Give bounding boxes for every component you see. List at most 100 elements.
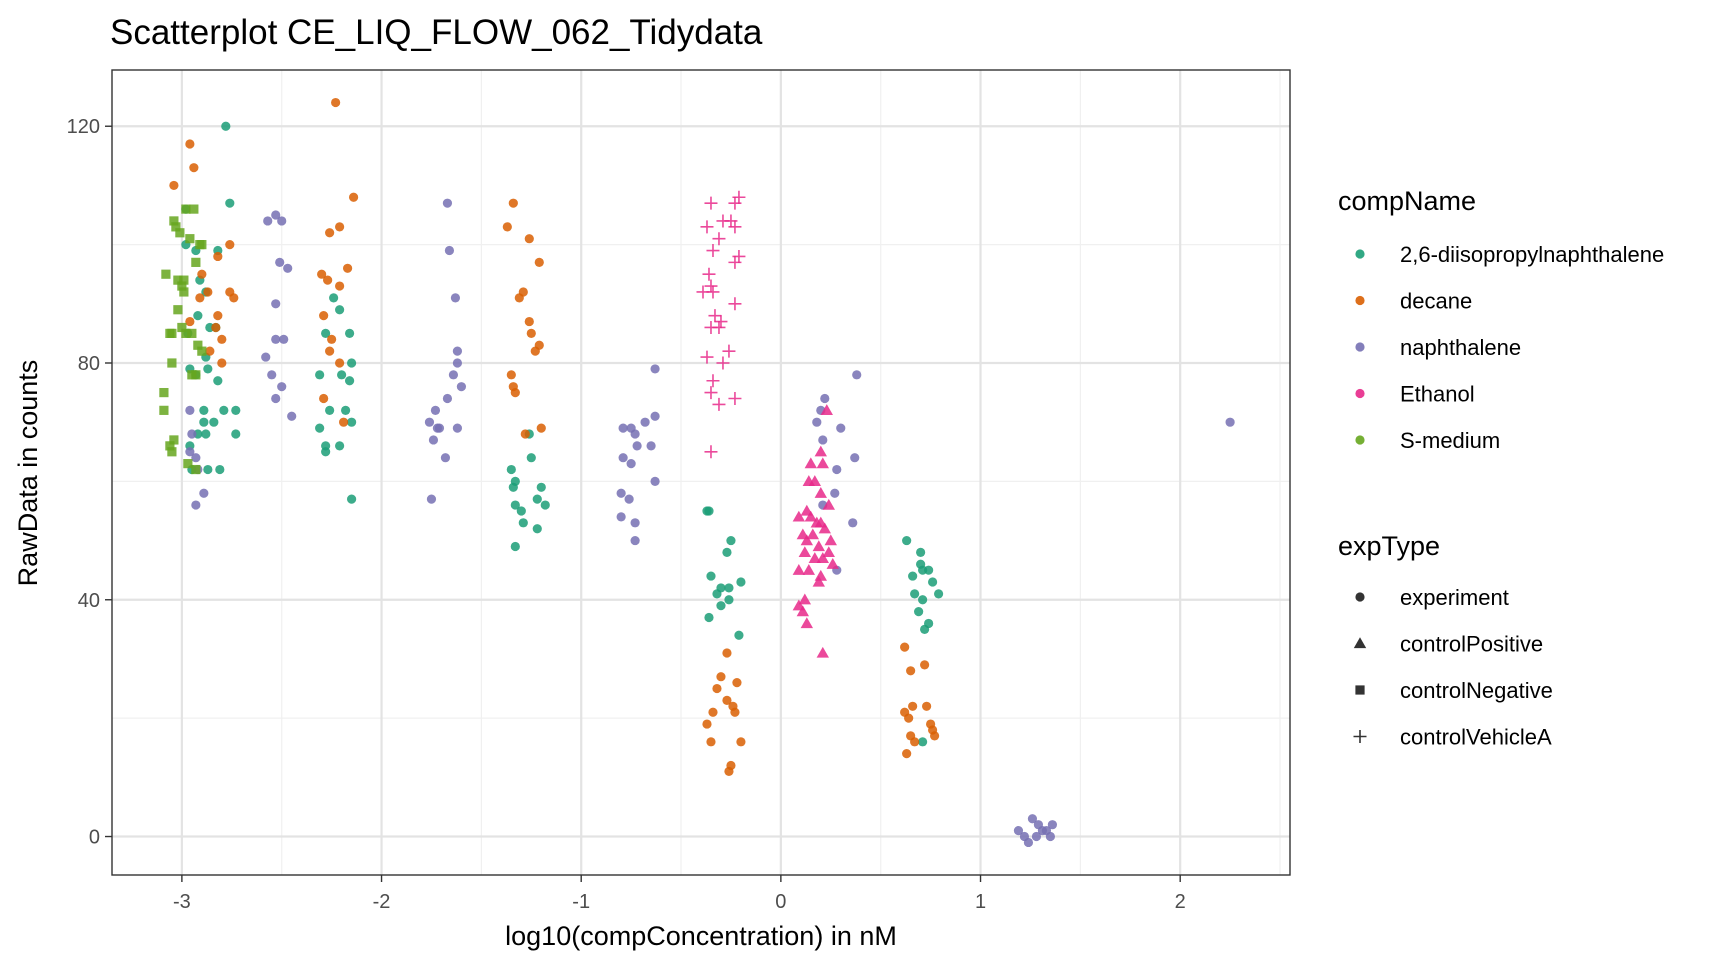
x-tick-label: 1 bbox=[975, 891, 986, 913]
data-point bbox=[618, 423, 628, 433]
data-point bbox=[702, 267, 716, 281]
legend-label: decane bbox=[1400, 289, 1472, 314]
data-point bbox=[283, 263, 293, 273]
data-point bbox=[335, 222, 345, 232]
data-point bbox=[526, 328, 536, 339]
data-point bbox=[814, 487, 827, 498]
data-point bbox=[814, 445, 827, 457]
data-point bbox=[712, 589, 722, 599]
data-point bbox=[1031, 831, 1042, 842]
legend-label: controlVehicleA bbox=[1400, 725, 1552, 750]
legend-key bbox=[1355, 592, 1365, 602]
data-point bbox=[724, 595, 734, 605]
data-point bbox=[440, 453, 451, 463]
data-point bbox=[1027, 814, 1038, 824]
data-point bbox=[804, 510, 818, 522]
data-point bbox=[832, 464, 842, 475]
data-point bbox=[700, 220, 714, 234]
data-point bbox=[630, 518, 640, 528]
data-point bbox=[331, 97, 341, 108]
data-point bbox=[323, 275, 333, 285]
data-point bbox=[213, 376, 223, 386]
data-point bbox=[181, 204, 191, 214]
y-tick-label: 0 bbox=[89, 827, 100, 849]
data-point bbox=[185, 447, 195, 457]
data-point bbox=[185, 139, 195, 149]
data-point bbox=[159, 405, 169, 415]
data-point bbox=[806, 528, 820, 540]
data-point bbox=[452, 423, 463, 433]
data-point bbox=[933, 589, 944, 599]
data-point bbox=[175, 228, 185, 238]
x-tick-label: -1 bbox=[572, 891, 590, 913]
data-point bbox=[930, 731, 940, 741]
data-point bbox=[211, 322, 221, 333]
data-point bbox=[506, 370, 516, 380]
data-point bbox=[209, 417, 219, 427]
data-point bbox=[335, 441, 345, 451]
data-point bbox=[169, 216, 179, 226]
data-point bbox=[808, 552, 822, 563]
data-point bbox=[820, 404, 833, 415]
legend-key bbox=[1355, 435, 1365, 445]
data-point bbox=[287, 411, 297, 421]
legend-label: S-medium bbox=[1400, 428, 1500, 453]
data-point bbox=[824, 534, 837, 546]
data-point bbox=[321, 328, 331, 339]
data-point bbox=[618, 453, 628, 463]
data-point bbox=[203, 464, 213, 475]
data-point bbox=[822, 498, 835, 510]
data-point bbox=[730, 707, 740, 717]
data-point bbox=[315, 370, 325, 380]
data-point bbox=[343, 263, 353, 273]
data-point bbox=[920, 660, 930, 670]
data-point bbox=[315, 423, 325, 433]
data-point bbox=[908, 571, 918, 581]
data-point bbox=[205, 346, 215, 356]
data-point bbox=[279, 334, 289, 344]
data-point bbox=[203, 287, 213, 297]
data-point bbox=[346, 358, 357, 368]
legend-key bbox=[1355, 295, 1365, 306]
grid-lines bbox=[112, 70, 1290, 875]
legend-title-compname: compName bbox=[1338, 186, 1476, 216]
series-s-medium-controlnegative bbox=[159, 204, 207, 475]
data-point bbox=[724, 766, 734, 777]
data-point bbox=[203, 364, 213, 374]
data-point bbox=[908, 701, 918, 711]
data-point bbox=[712, 397, 726, 411]
data-point bbox=[430, 405, 441, 415]
y-tick-label: 80 bbox=[78, 353, 100, 375]
data-point bbox=[510, 541, 520, 552]
data-point bbox=[183, 459, 193, 469]
data-point bbox=[706, 571, 716, 581]
data-point bbox=[187, 328, 197, 339]
data-point bbox=[217, 334, 227, 344]
data-point bbox=[271, 393, 281, 404]
data-point bbox=[808, 475, 822, 487]
data-point bbox=[708, 707, 718, 717]
data-point bbox=[189, 163, 199, 173]
data-point bbox=[335, 281, 345, 291]
data-point bbox=[185, 405, 195, 415]
data-point bbox=[171, 222, 181, 232]
series-naphthalene-experiment bbox=[185, 198, 1235, 848]
data-point bbox=[722, 648, 732, 658]
data-point bbox=[442, 198, 453, 208]
data-point bbox=[191, 500, 201, 510]
legend-label: controlPositive bbox=[1400, 632, 1543, 657]
data-point bbox=[626, 459, 636, 469]
data-point bbox=[714, 315, 728, 329]
data-point bbox=[724, 583, 734, 593]
data-point bbox=[728, 220, 742, 234]
data-point bbox=[922, 701, 932, 711]
data-point bbox=[708, 309, 722, 323]
data-points bbox=[159, 97, 1235, 848]
data-point bbox=[902, 749, 912, 759]
data-point bbox=[804, 457, 818, 469]
data-point bbox=[428, 435, 439, 445]
data-point bbox=[277, 216, 287, 226]
data-point bbox=[231, 429, 241, 439]
data-point bbox=[524, 234, 534, 244]
